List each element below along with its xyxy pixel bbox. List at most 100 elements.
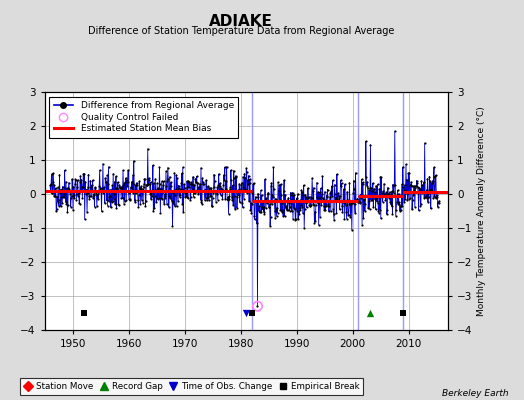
Point bbox=[177, 186, 185, 192]
Point bbox=[76, 178, 84, 185]
Point bbox=[115, 202, 123, 208]
Point bbox=[162, 168, 170, 174]
Point bbox=[172, 172, 180, 178]
Point bbox=[215, 188, 223, 195]
Point bbox=[184, 195, 192, 201]
Point bbox=[361, 201, 369, 207]
Point bbox=[161, 192, 169, 199]
Point bbox=[302, 204, 311, 210]
Point bbox=[107, 187, 115, 193]
Point bbox=[240, 196, 248, 202]
Point bbox=[78, 194, 86, 201]
Point bbox=[260, 211, 269, 217]
Point bbox=[386, 201, 395, 207]
Point bbox=[284, 195, 292, 201]
Point bbox=[79, 171, 88, 177]
Point bbox=[173, 187, 182, 194]
Point bbox=[432, 172, 440, 178]
Point bbox=[213, 184, 222, 190]
Point bbox=[431, 194, 439, 200]
Point bbox=[302, 194, 310, 200]
Point bbox=[180, 181, 188, 187]
Point bbox=[311, 208, 319, 215]
Point bbox=[157, 185, 165, 192]
Point bbox=[145, 175, 153, 182]
Point bbox=[304, 195, 313, 201]
Point bbox=[218, 186, 226, 193]
Point bbox=[384, 184, 392, 191]
Point bbox=[298, 188, 307, 195]
Point bbox=[157, 195, 166, 201]
Point bbox=[402, 161, 410, 168]
Point bbox=[290, 205, 298, 211]
Point bbox=[118, 184, 126, 191]
Point bbox=[192, 178, 201, 185]
Point bbox=[133, 188, 141, 194]
Point bbox=[255, 208, 263, 214]
Point bbox=[147, 190, 156, 196]
Point bbox=[128, 178, 136, 185]
Point bbox=[410, 182, 418, 189]
Point bbox=[366, 185, 374, 191]
Point bbox=[228, 182, 237, 188]
Point bbox=[248, 310, 256, 316]
Point bbox=[360, 196, 368, 203]
Point bbox=[184, 184, 193, 190]
Point bbox=[422, 187, 431, 193]
Point bbox=[221, 164, 229, 170]
Point bbox=[194, 191, 202, 197]
Point bbox=[232, 174, 241, 180]
Point bbox=[176, 187, 184, 193]
Point bbox=[310, 202, 318, 208]
Text: Difference of Station Temperature Data from Regional Average: Difference of Station Temperature Data f… bbox=[88, 26, 394, 36]
Point bbox=[136, 185, 144, 192]
Point bbox=[383, 211, 391, 218]
Point bbox=[237, 182, 245, 188]
Point bbox=[141, 202, 150, 209]
Point bbox=[387, 203, 396, 210]
Point bbox=[123, 177, 131, 183]
Point bbox=[140, 181, 148, 188]
Point bbox=[326, 208, 335, 214]
Point bbox=[48, 190, 56, 196]
Point bbox=[137, 183, 145, 190]
Point bbox=[193, 180, 202, 186]
Point bbox=[108, 182, 116, 189]
Point bbox=[307, 202, 315, 208]
Point bbox=[236, 199, 244, 206]
Point bbox=[280, 177, 288, 183]
Point bbox=[115, 182, 124, 188]
Point bbox=[122, 196, 130, 203]
Point bbox=[410, 187, 419, 194]
Point bbox=[435, 198, 443, 204]
Point bbox=[339, 199, 347, 205]
Point bbox=[294, 198, 303, 205]
Point bbox=[290, 191, 299, 198]
Point bbox=[421, 194, 430, 200]
Point bbox=[331, 198, 340, 205]
Point bbox=[309, 201, 317, 208]
Point bbox=[316, 214, 324, 220]
Point bbox=[247, 210, 256, 216]
Point bbox=[416, 186, 424, 192]
Point bbox=[114, 179, 122, 185]
Point bbox=[383, 207, 391, 214]
Point bbox=[375, 210, 383, 216]
Point bbox=[48, 190, 57, 196]
Point bbox=[184, 178, 192, 184]
Point bbox=[128, 172, 137, 178]
Point bbox=[53, 194, 61, 200]
Point bbox=[67, 204, 75, 210]
Point bbox=[304, 185, 312, 191]
Point bbox=[154, 185, 162, 192]
Point bbox=[430, 164, 438, 170]
Point bbox=[380, 191, 389, 198]
Point bbox=[303, 199, 312, 206]
Point bbox=[276, 197, 284, 203]
Point bbox=[234, 187, 243, 193]
Point bbox=[47, 171, 56, 177]
Point bbox=[64, 179, 73, 186]
Point bbox=[396, 202, 405, 209]
Point bbox=[309, 188, 317, 194]
Point bbox=[60, 194, 68, 200]
